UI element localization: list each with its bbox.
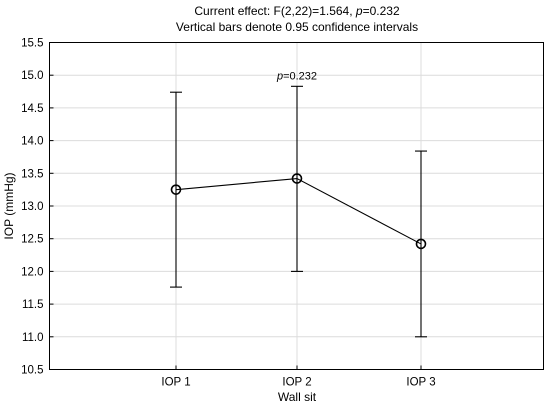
y-tick-label: 11.5 [22,299,44,311]
y-tick-label: 15.0 [21,70,43,82]
p-value-annotation: p=0.232 [276,70,317,82]
chart-title: Current effect: F(2,22)=1.564, p=0.232 [194,4,400,18]
y-tick-label: 15.5 [21,38,43,50]
axis-ticks: 10.5 11.0 11.5 12.0 12.5 13.0 13.5 14.0 14.5 15.0… [21,38,435,389]
gridlines [49,42,544,370]
chart-title-prefix: Current effect: F(2,22)=1.564, [194,4,356,18]
x-tick-label: IOP 2 [282,377,311,389]
error-bars [170,85,427,338]
y-tick-label: 12.5 [21,234,43,246]
chart-title-p-label: p [355,4,363,18]
y-tick-label: 13.0 [21,201,43,213]
annotation-p-label: p [276,70,283,82]
data-markers [170,173,427,250]
data-point [170,184,182,195]
data-point [415,238,427,250]
x-tick-label: IOP 1 [161,377,190,389]
chart-subtitle: Vertical bars denote 0.95 confidence int… [176,20,418,34]
y-tick-label: 12.0 [21,266,43,278]
series-line [175,177,422,245]
x-tick-label: IOP 3 [406,377,435,389]
y-axis-title: IOP (mmHg) [2,172,16,239]
y-tick-label: 14.0 [21,136,43,148]
y-tick-label: 14.5 [21,103,43,115]
y-tick-label: 13.5 [21,168,43,180]
y-tick-label: 11.0 [22,332,44,344]
y-tick-label: 10.5 [21,365,43,377]
x-axis-title: Wall sit [278,390,317,404]
chart-title-p-value: =0.232 [363,4,400,18]
data-point [291,173,303,184]
annotation-p-value: =0.232 [283,70,317,82]
